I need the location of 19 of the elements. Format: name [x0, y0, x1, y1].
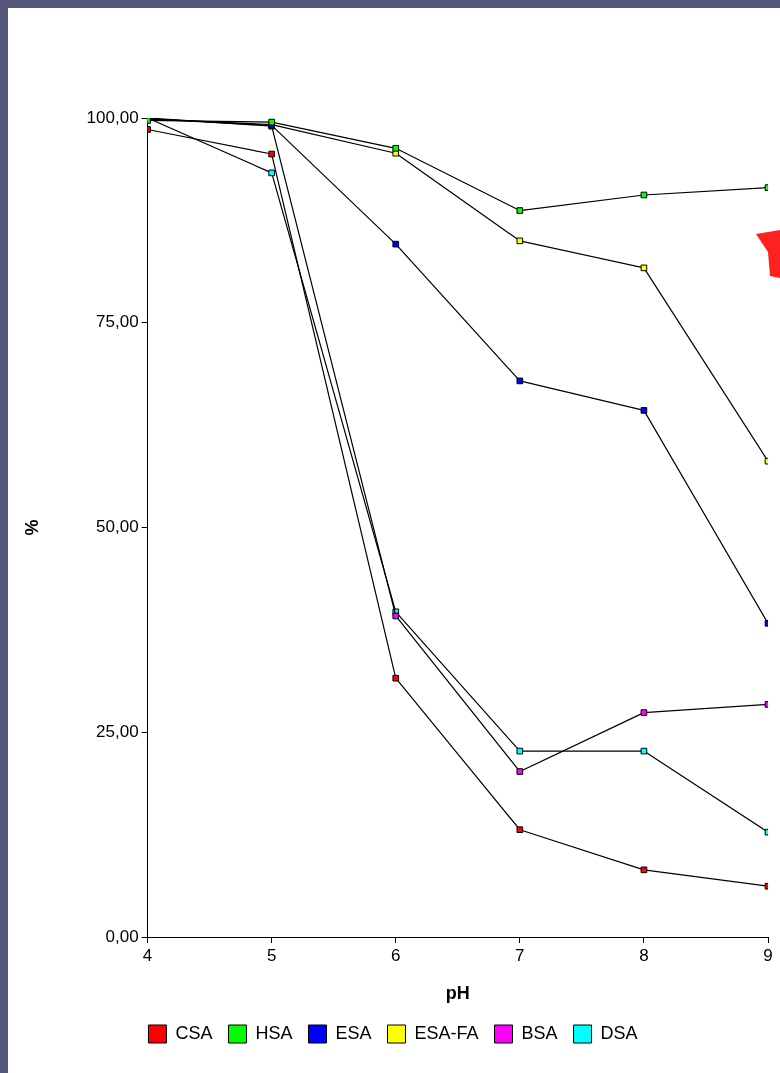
x-tick-label: 4 [142, 945, 153, 965]
x-tick-label: 8 [639, 945, 649, 965]
x-axis-title: pH [445, 983, 470, 1004]
legend-label: HSA [255, 1022, 293, 1043]
y-tick-label: 50,00 [96, 517, 139, 537]
x-tick-label: 5 [266, 945, 277, 965]
x-tick-label: 7 [515, 945, 525, 965]
legend-label: ESA [335, 1022, 372, 1043]
y-axis-title: % [21, 519, 42, 536]
y-tick-label: 0,00 [105, 926, 139, 946]
x-tick-label: 6 [391, 945, 401, 965]
legend-label: BSA [521, 1022, 558, 1043]
y-tick-label: 75,00 [96, 312, 139, 332]
y-tick-label: 25,00 [96, 721, 139, 741]
legend-label: ESA-FA [414, 1022, 479, 1043]
y-tick-label: 100,00 [86, 107, 139, 127]
legend-label: CSA [175, 1022, 213, 1043]
legend-label: DSA [600, 1022, 638, 1043]
x-tick-label: 9 [763, 945, 773, 965]
